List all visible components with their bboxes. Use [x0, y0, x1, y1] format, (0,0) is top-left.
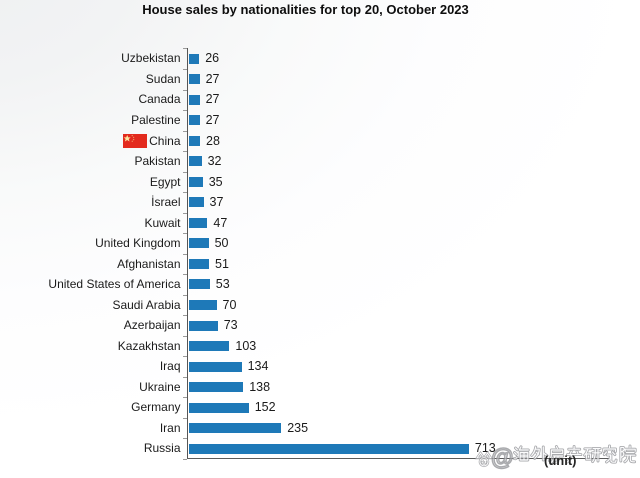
svg-text:@: @ — [491, 444, 513, 470]
svg-text:du: du — [481, 460, 488, 466]
